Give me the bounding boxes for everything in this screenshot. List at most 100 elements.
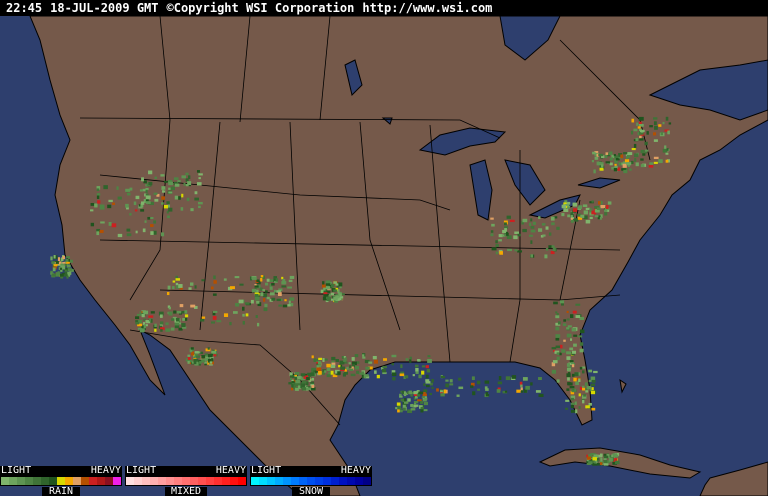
radar-echo bbox=[138, 205, 143, 209]
radar-echo bbox=[196, 170, 200, 173]
radar-echo bbox=[204, 354, 209, 359]
radar-echo bbox=[303, 375, 309, 379]
legend-swatch bbox=[251, 477, 259, 485]
radar-echo bbox=[159, 314, 163, 318]
legend-swatch bbox=[355, 477, 363, 485]
radar-echo bbox=[322, 284, 327, 288]
radar-echo bbox=[443, 389, 447, 394]
radar-echo bbox=[187, 359, 193, 363]
radar-echo bbox=[331, 360, 335, 364]
radar-echo bbox=[609, 151, 613, 156]
radar-echo bbox=[638, 116, 644, 121]
radar-echo bbox=[295, 372, 300, 375]
radar-echo bbox=[179, 287, 183, 290]
radar-echo bbox=[310, 377, 315, 381]
radar-echo bbox=[553, 301, 558, 305]
radar-echo bbox=[551, 362, 556, 367]
radar-echo bbox=[154, 176, 157, 179]
radar-echo bbox=[578, 378, 581, 382]
radar-echo bbox=[254, 289, 259, 293]
radar-echo bbox=[603, 459, 608, 464]
radar-echo bbox=[548, 232, 552, 236]
radar-echo bbox=[158, 325, 162, 329]
radar-echo bbox=[172, 316, 177, 320]
radar-echo bbox=[402, 407, 406, 411]
radar-echo bbox=[561, 302, 564, 306]
radar-echo bbox=[417, 399, 422, 402]
radar-echo bbox=[528, 222, 532, 227]
radar-echo bbox=[145, 324, 148, 327]
radar-echo bbox=[581, 385, 585, 390]
radar-echo bbox=[145, 193, 149, 197]
radar-echo bbox=[525, 385, 530, 390]
radar-echo bbox=[604, 212, 608, 216]
radar-echo bbox=[458, 386, 464, 390]
radar-echo bbox=[564, 203, 570, 207]
radar-echo bbox=[330, 292, 335, 296]
radar-echo bbox=[60, 257, 64, 261]
radar-echo bbox=[590, 453, 595, 456]
radar-echo bbox=[504, 390, 508, 393]
radar-echo bbox=[613, 153, 616, 157]
radar-echo bbox=[331, 362, 336, 366]
radar-echo bbox=[344, 357, 347, 361]
radar-echo bbox=[550, 216, 555, 221]
radar-echo bbox=[55, 260, 59, 264]
legend-swatch bbox=[150, 477, 158, 485]
radar-echo bbox=[522, 228, 527, 233]
radar-echo bbox=[144, 193, 147, 197]
radar-echo bbox=[356, 361, 360, 364]
radar-echo bbox=[66, 274, 69, 279]
legend-mixed: LIGHT HEAVY MIXED bbox=[125, 466, 247, 496]
radar-echo bbox=[570, 314, 574, 319]
radar-echo bbox=[629, 168, 632, 171]
radar-echo bbox=[359, 372, 363, 375]
radar-echo bbox=[52, 273, 56, 277]
radar-echo bbox=[311, 387, 316, 391]
radar-echo bbox=[335, 359, 339, 362]
radar-echo bbox=[444, 389, 448, 394]
radar-echo bbox=[325, 280, 331, 284]
radar-echo bbox=[50, 256, 53, 261]
radar-echo bbox=[589, 211, 593, 214]
radar-echo bbox=[323, 358, 328, 361]
radar-echo bbox=[234, 276, 240, 279]
radar-echo bbox=[400, 364, 403, 369]
radar-echo bbox=[273, 276, 278, 280]
radar-echo bbox=[154, 198, 159, 202]
radar-echo bbox=[159, 323, 163, 327]
radar-echo bbox=[150, 231, 154, 235]
radar-echo bbox=[269, 283, 272, 288]
radar-echo bbox=[566, 318, 570, 321]
radar-echo bbox=[594, 151, 599, 155]
radar-echo bbox=[563, 319, 567, 322]
radar-echo bbox=[658, 124, 662, 127]
radar-echo bbox=[556, 352, 560, 356]
radar-echo bbox=[589, 456, 595, 459]
radar-echo bbox=[181, 323, 186, 328]
radar-echo bbox=[611, 166, 615, 170]
legend-swatch bbox=[158, 477, 166, 485]
radar-echo bbox=[179, 304, 184, 308]
radar-echo bbox=[301, 380, 307, 384]
radar-echo bbox=[517, 250, 523, 253]
radar-echo bbox=[395, 407, 399, 410]
radar-echo bbox=[256, 279, 260, 282]
radar-echo bbox=[622, 163, 627, 168]
radar-echo bbox=[201, 279, 205, 282]
radar-echo bbox=[64, 271, 68, 275]
radar-echo bbox=[66, 264, 71, 268]
radar-echo bbox=[160, 174, 165, 177]
radar-echo bbox=[585, 207, 590, 210]
radar-echo bbox=[571, 373, 575, 377]
radar-echo bbox=[569, 386, 575, 389]
radar-echo bbox=[399, 373, 405, 377]
radar-echo bbox=[168, 187, 172, 190]
radar-echo bbox=[399, 393, 402, 396]
legend-heavy-label: HEAVY bbox=[340, 465, 371, 476]
radar-echo bbox=[403, 401, 409, 404]
radar-echo bbox=[352, 363, 355, 368]
radar-echo bbox=[556, 313, 559, 316]
radar-echo bbox=[514, 249, 518, 252]
radar-echo bbox=[172, 286, 175, 290]
